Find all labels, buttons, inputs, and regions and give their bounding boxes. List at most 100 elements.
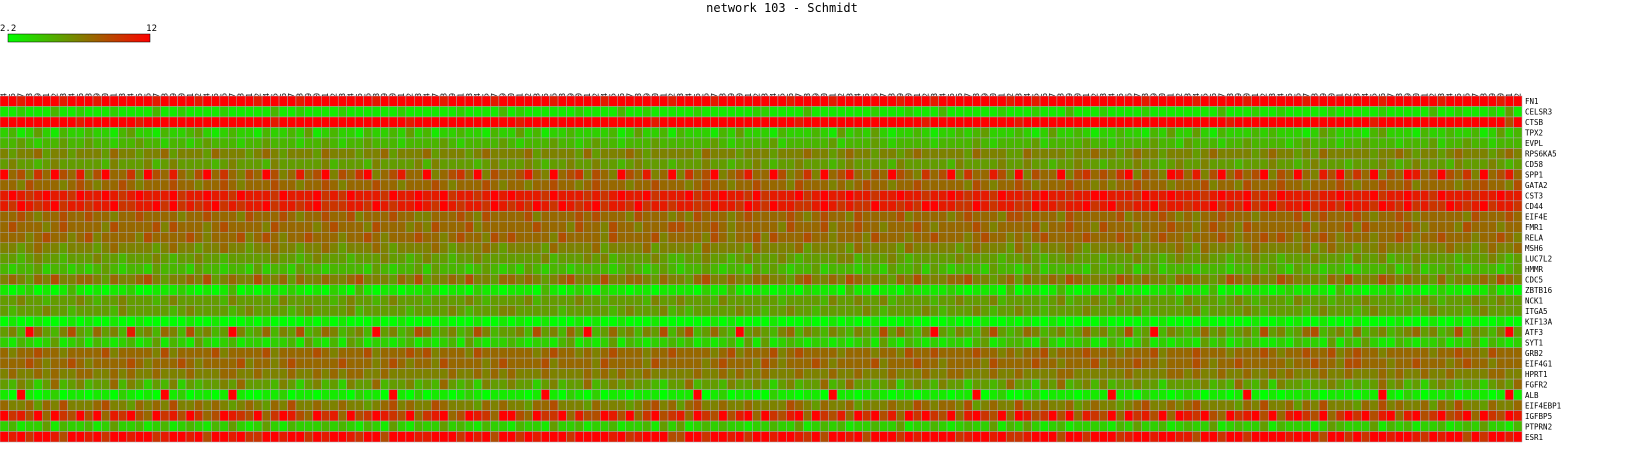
heatmap-cell [1149,221,1159,233]
heatmap-cell [845,273,855,285]
heatmap-cell [1428,116,1438,128]
heatmap-cell [972,137,982,149]
heatmap-cell [236,221,246,233]
heatmap-cell [659,190,669,202]
heatmap-cell [84,242,94,254]
heatmap-cell [1411,116,1421,128]
heatmap-cell [363,190,373,202]
heatmap-cell [980,95,990,107]
heatmap-cell [887,232,897,244]
heatmap-cell [1394,127,1404,139]
heatmap-cell [405,315,415,327]
heatmap-cell [1208,294,1218,306]
heatmap-cell [456,190,466,202]
heatmap-cell [50,137,60,149]
heatmap-cell [946,169,956,181]
heatmap-cell [194,148,204,160]
heatmap-cell [118,242,128,254]
heatmap-cell [862,95,872,107]
heatmap-cell [388,242,398,254]
heatmap-cell [710,200,719,212]
heatmap-cell [1158,158,1168,170]
heatmap-cell [1293,273,1303,285]
heatmap-cell [1149,190,1159,202]
heatmap-cell [845,284,855,296]
heatmap-cell [1056,211,1066,223]
heatmap-cell [1191,137,1201,149]
heatmap-cell [1056,148,1066,160]
heatmap-cell [473,368,483,380]
heatmap-cell [1437,148,1447,160]
heatmap-cell [160,253,170,265]
heatmap-cell [828,326,838,338]
heatmap-cell [473,116,483,128]
heatmap-cell [828,232,838,244]
heatmap-cell [896,106,905,118]
heatmap-cell [405,242,415,254]
heatmap-cell [1344,190,1354,202]
heatmap-cell [752,357,762,369]
heatmap-cell [532,284,542,296]
heatmap-cell [1310,179,1320,191]
heatmap-cell [676,116,686,128]
heatmap-cell [177,368,187,380]
heatmap-cell [261,190,271,202]
heatmap-cell [430,127,440,139]
heatmap-cell [0,127,9,139]
heatmap-cell [997,347,1007,359]
heatmap-cell [659,336,669,348]
heatmap-cell [25,263,35,275]
heatmap-cell [405,200,415,212]
heatmap-cell [1327,326,1337,338]
heatmap-cell [955,273,965,285]
heatmap-cell [760,179,770,191]
heatmap-cell [202,116,212,128]
heatmap-cell [608,242,618,254]
row-label: MSH6 [1525,244,1544,253]
heatmap-cell [42,148,51,160]
heatmap-cell [650,315,660,327]
heatmap-cell [777,179,787,191]
heatmap-cell [1183,347,1193,359]
heatmap-cell [811,305,821,317]
heatmap-cell [887,200,897,212]
heatmap-cell [1191,357,1201,369]
heatmap-cell [50,179,60,191]
heatmap-cell [794,95,804,107]
heatmap-cell [1115,106,1125,118]
heatmap-cell [414,179,424,191]
heatmap-cell [1251,148,1261,160]
heatmap-cell [1208,137,1218,149]
heatmap-cell [726,315,736,327]
heatmap-cell [1048,357,1058,369]
heatmap-cell [811,116,821,128]
heatmap-cell [1132,158,1142,170]
heatmap-cell [1200,200,1210,212]
heatmap-cell [244,190,254,202]
heatmap-cell [25,368,35,380]
heatmap-cell [887,326,897,338]
heatmap-cell [1428,336,1438,348]
heatmap-cell [397,263,407,275]
heatmap-cell [50,368,60,380]
heatmap-cell [1014,357,1024,369]
heatmap-cell [921,294,931,306]
heatmap-cell [972,305,982,317]
heatmap-cell [1098,179,1108,191]
heatmap-cell [363,336,373,348]
heatmap-cell [1513,326,1523,338]
heatmap-cell [1031,294,1041,306]
heatmap-cell [566,336,576,348]
heatmap-cell [1284,95,1294,107]
heatmap-cell [1284,263,1294,275]
heatmap-cell [295,305,305,317]
heatmap-cell [473,106,483,118]
heatmap-cell [1048,315,1058,327]
heatmap-cell [963,127,973,139]
heatmap-cell [676,211,686,223]
heatmap-cell [929,273,939,285]
heatmap-cell [151,284,161,296]
heatmap-cell [718,253,728,265]
heatmap-cell [1098,211,1108,223]
heatmap-cell [532,336,542,348]
